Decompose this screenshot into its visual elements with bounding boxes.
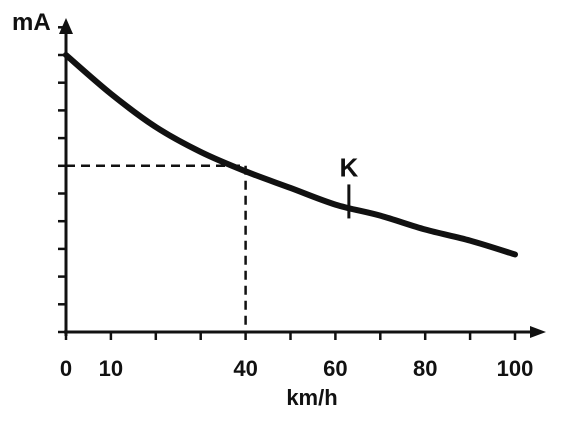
x-tick-label: 40: [233, 356, 257, 381]
labels: K: [339, 152, 358, 219]
y-axis-label: mA: [12, 9, 51, 36]
axes: [59, 18, 546, 338]
x-tick-label: 0: [60, 356, 72, 381]
curve-label: K: [339, 152, 358, 182]
x-tick-label: 80: [413, 356, 437, 381]
x-axis-arrow: [530, 326, 546, 338]
x-tick-label: 10: [99, 356, 123, 381]
guides: [66, 164, 247, 332]
series: [63, 52, 518, 258]
x-axis-label: km/h: [286, 385, 337, 410]
ticks: 0 10 40 60 80 100: [58, 26, 534, 381]
series-line: [63, 52, 518, 258]
x-tick-label: 100: [497, 356, 534, 381]
x-tick-label: 60: [323, 356, 347, 381]
y-axis-arrow: [59, 18, 73, 34]
